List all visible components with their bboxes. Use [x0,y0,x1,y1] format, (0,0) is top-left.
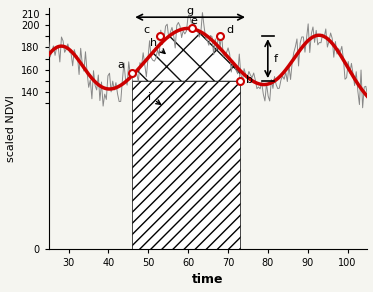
Text: f: f [274,54,278,64]
Text: a: a [117,60,124,70]
Text: d: d [226,25,233,34]
Text: c: c [143,25,149,34]
X-axis label: time: time [192,273,224,286]
Text: e: e [191,15,198,26]
Bar [132,81,240,249]
Text: h: h [150,38,165,53]
Text: i: i [148,92,161,104]
Y-axis label: scaled NDVI: scaled NDVI [6,95,16,162]
Text: g: g [186,6,194,16]
Text: b: b [247,75,253,86]
